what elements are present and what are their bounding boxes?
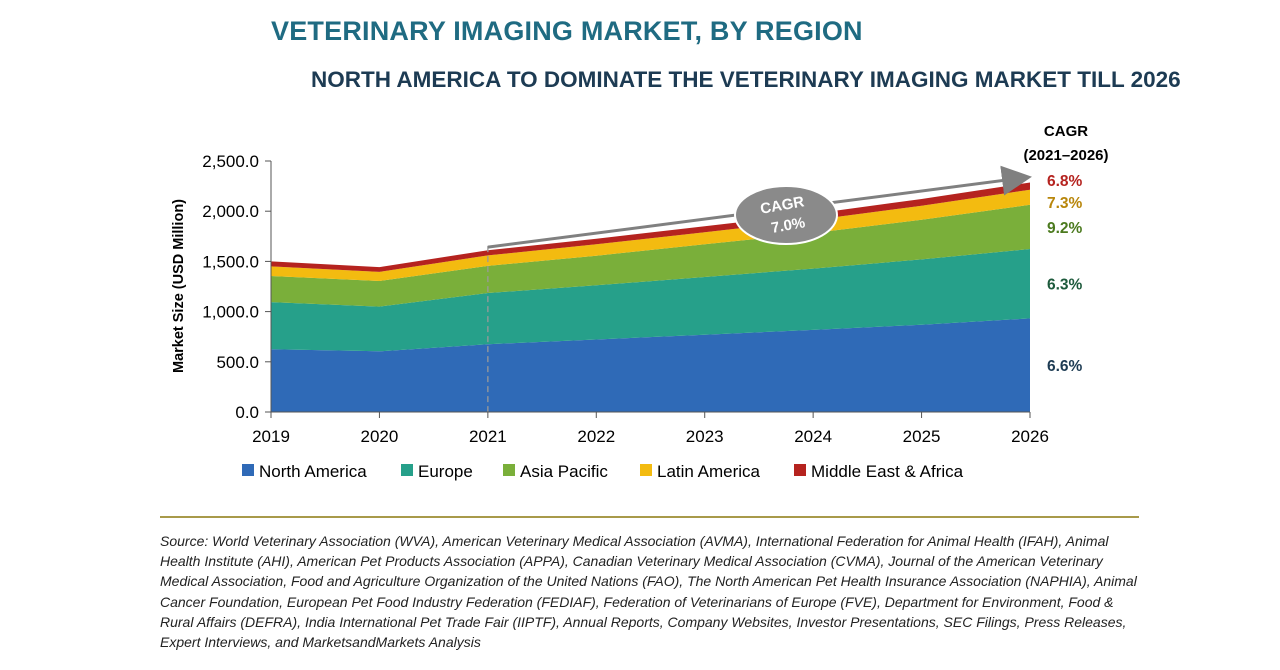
x-tick-label: 2022 — [577, 427, 615, 446]
cagr-header: CAGR — [1044, 123, 1088, 140]
y-axis-label: Market Size (USD Million) — [171, 199, 187, 373]
cagr-label-latin-america: 7.3% — [1047, 195, 1083, 212]
legend-item: Asia Pacific — [503, 462, 608, 481]
y-tick-label: 1,000.0 — [202, 303, 259, 322]
cagr-bubble-value: 7.0% — [770, 214, 807, 237]
legend-item: Europe — [401, 462, 473, 481]
source-note: Source: World Veterinary Association (WV… — [160, 533, 1137, 651]
y-tick-label: 2,000.0 — [202, 202, 259, 221]
x-tick-label: 2024 — [794, 427, 832, 446]
x-tick-label: 2019 — [252, 427, 290, 446]
cagr-label-middle-east-africa: 6.8% — [1047, 173, 1083, 190]
legend-item: Latin America — [640, 462, 761, 481]
x-tick-label: 2023 — [686, 427, 724, 446]
area-north-america — [271, 318, 1030, 412]
y-tick-label: 1,500.0 — [202, 252, 259, 271]
legend-swatch — [794, 464, 806, 476]
area-europe — [271, 249, 1030, 352]
legend-item: North America — [242, 462, 367, 481]
chart-title: VETERINARY IMAGING MARKET, BY REGION — [271, 16, 863, 46]
y-tick-label: 0.0 — [235, 403, 259, 422]
x-tick-label: 2020 — [361, 427, 399, 446]
x-tick-label: 2021 — [469, 427, 507, 446]
cagr-label-north-america: 6.6% — [1047, 358, 1083, 375]
chart-subtitle: NORTH AMERICA TO DOMINATE THE VETERINARY… — [311, 67, 1181, 92]
legend-swatch — [503, 464, 515, 476]
x-tick-label: 2026 — [1011, 427, 1049, 446]
legend-label: Latin America — [657, 462, 761, 481]
legend-label: North America — [259, 462, 367, 481]
x-tick-label: 2025 — [903, 427, 941, 446]
area-asia-pacific — [271, 204, 1030, 307]
legend-swatch — [401, 464, 413, 476]
source-divider — [160, 516, 1139, 518]
y-tick-label: 500.0 — [216, 353, 259, 372]
legend-swatch — [242, 464, 254, 476]
y-tick-label: 2,500.0 — [202, 152, 259, 171]
cagr-label-europe: 6.3% — [1047, 277, 1083, 294]
legend-label: Europe — [418, 462, 473, 481]
area-latin-america — [271, 189, 1030, 281]
legend-label: Middle East & Africa — [811, 462, 964, 481]
legend-item: Middle East & Africa — [794, 462, 964, 481]
cagr-period: (2021–2026) — [1023, 147, 1108, 164]
cagr-bubble — [734, 185, 838, 245]
cagr-label-asia-pacific: 9.2% — [1047, 220, 1083, 237]
legend-label: Asia Pacific — [520, 462, 608, 481]
stacked-area-chart: CAGR 7.0% 0.0 500.0 1,000.0 1,500.0 2,000.0 2,… — [171, 123, 1109, 481]
legend-swatch — [640, 464, 652, 476]
